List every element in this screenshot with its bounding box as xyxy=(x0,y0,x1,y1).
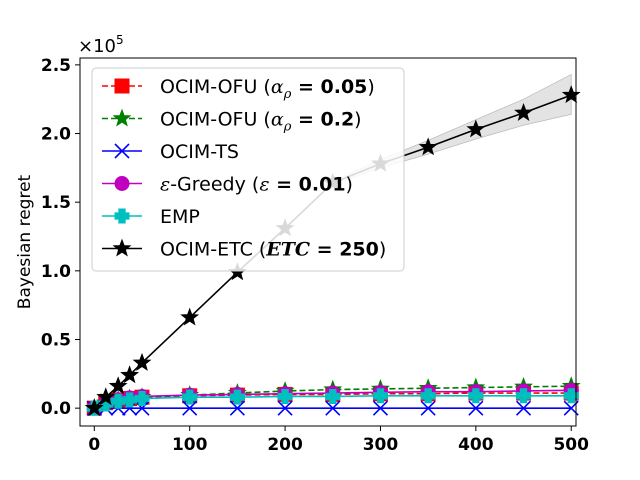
data-point xyxy=(418,137,438,156)
data-point xyxy=(96,387,116,406)
y-tick-label: 0.0 xyxy=(41,399,71,419)
data-point xyxy=(132,352,152,371)
legend-label-part: ) xyxy=(346,174,353,196)
data-point xyxy=(563,388,579,404)
legend-label-part: = 0.05 xyxy=(291,76,367,98)
data-point xyxy=(84,398,104,417)
x-tick-label: 500 xyxy=(553,435,589,455)
legend-marker xyxy=(114,208,130,224)
legend-box xyxy=(91,67,405,272)
data-point xyxy=(120,365,140,384)
y-tick-label: 1.5 xyxy=(41,193,71,213)
y-multiplier-base: ×10 xyxy=(78,36,116,57)
legend-item: ε-Greedy (ε = 0.01) xyxy=(102,174,353,196)
x-tick-label: 100 xyxy=(172,435,208,455)
legend-label-part: -Greedy ( xyxy=(170,174,259,196)
data-point xyxy=(420,388,436,404)
data-point xyxy=(561,85,581,104)
legend-label-part: ) xyxy=(379,239,386,261)
legend-label-part: OCIM-ETC ( xyxy=(160,239,266,261)
legend-label-part: ) xyxy=(367,76,374,98)
legend-marker xyxy=(114,143,130,159)
y-axis-label: Bayesian regret xyxy=(15,174,35,309)
legend-marker xyxy=(114,78,130,94)
legend-label-part: EMP xyxy=(160,206,200,228)
y-multiplier-exp: 5 xyxy=(116,33,124,47)
data-point xyxy=(122,392,138,408)
data-point xyxy=(516,388,532,404)
data-point xyxy=(468,400,484,416)
legend-label-part: OCIM-TS xyxy=(160,141,239,163)
legend-item: OCIM-ETC (ETC = 250) xyxy=(102,239,386,261)
ticks-layer: 0 100 200 300 400 500 0.0 0.5 1.0 1.5 2.0 2.5 xyxy=(41,56,589,455)
legend-label: OCIM-TS xyxy=(160,141,239,163)
data-point xyxy=(134,391,150,407)
data-point xyxy=(134,400,150,416)
legend-label: ε-Greedy (ε = 0.01) xyxy=(160,174,353,196)
legend: OCIM-OFU (αρ = 0.05)OCIM-OFU (αρ = 0.2)O… xyxy=(91,67,405,272)
data-point xyxy=(229,389,245,405)
data-point xyxy=(325,388,341,404)
legend-label-part: ε xyxy=(160,174,170,196)
data-point xyxy=(468,388,484,404)
legend-label-part: ε xyxy=(259,174,269,196)
data-point xyxy=(372,388,388,404)
data-point xyxy=(110,393,126,409)
legend-item: EMP xyxy=(102,206,200,228)
data-point xyxy=(420,400,436,416)
legend-label-part: OCIM-OFU ( xyxy=(160,76,271,98)
legend-label: EMP xyxy=(160,206,200,228)
y-tick-label: 2.5 xyxy=(41,56,71,76)
y-multiplier-label: ×105 xyxy=(78,33,124,57)
series-4 xyxy=(86,388,579,416)
legend-marker xyxy=(112,108,132,127)
y-tick-label: 1.0 xyxy=(41,262,71,282)
legend-label: OCIM-ETC (ETC = 250) xyxy=(160,239,386,261)
legend-label: OCIM-OFU (αρ = 0.05) xyxy=(160,76,375,102)
legend-item: OCIM-TS xyxy=(102,141,239,163)
legend-label-part: ETC xyxy=(265,239,310,261)
y-tick-label: 0.5 xyxy=(41,330,71,350)
data-point xyxy=(515,400,532,416)
legend-marker xyxy=(112,238,132,257)
data-point xyxy=(514,103,533,121)
legend-label-part: = 0.01 xyxy=(270,174,346,196)
data-point xyxy=(325,400,341,416)
legend-label-part: OCIM-OFU ( xyxy=(160,109,271,131)
x-tick-label: 400 xyxy=(458,435,494,455)
data-point xyxy=(182,400,198,416)
legend-label-part: = 250 xyxy=(310,239,379,261)
data-point xyxy=(229,400,245,416)
data-point xyxy=(180,307,200,326)
plot-frame xyxy=(79,57,577,427)
data-point xyxy=(182,389,198,405)
x-tick-label: 300 xyxy=(363,435,399,455)
data-point xyxy=(108,376,128,395)
x-tick-label: 200 xyxy=(267,435,303,455)
legend-label-part: α xyxy=(271,76,284,98)
legend-label: OCIM-OFU (αρ = 0.2) xyxy=(160,109,362,135)
legend-label-part: ρ xyxy=(283,120,292,135)
legend-item: OCIM-OFU (αρ = 0.05) xyxy=(102,76,375,102)
data-point xyxy=(277,388,293,404)
y-tick-label: 2.0 xyxy=(41,125,71,145)
legend-item: OCIM-OFU (αρ = 0.2) xyxy=(102,109,362,135)
legend-label-part: α xyxy=(271,109,284,131)
legend-label-part: ) xyxy=(354,109,361,131)
data-point xyxy=(277,400,293,416)
legend-marker xyxy=(114,176,130,191)
data-point xyxy=(466,119,486,138)
legend-label-part: = 0.2 xyxy=(291,109,354,131)
series-layer xyxy=(84,85,581,417)
data-point xyxy=(372,400,389,416)
legend-label-part: ρ xyxy=(283,87,292,102)
x-tick-label: 0 xyxy=(88,435,100,455)
